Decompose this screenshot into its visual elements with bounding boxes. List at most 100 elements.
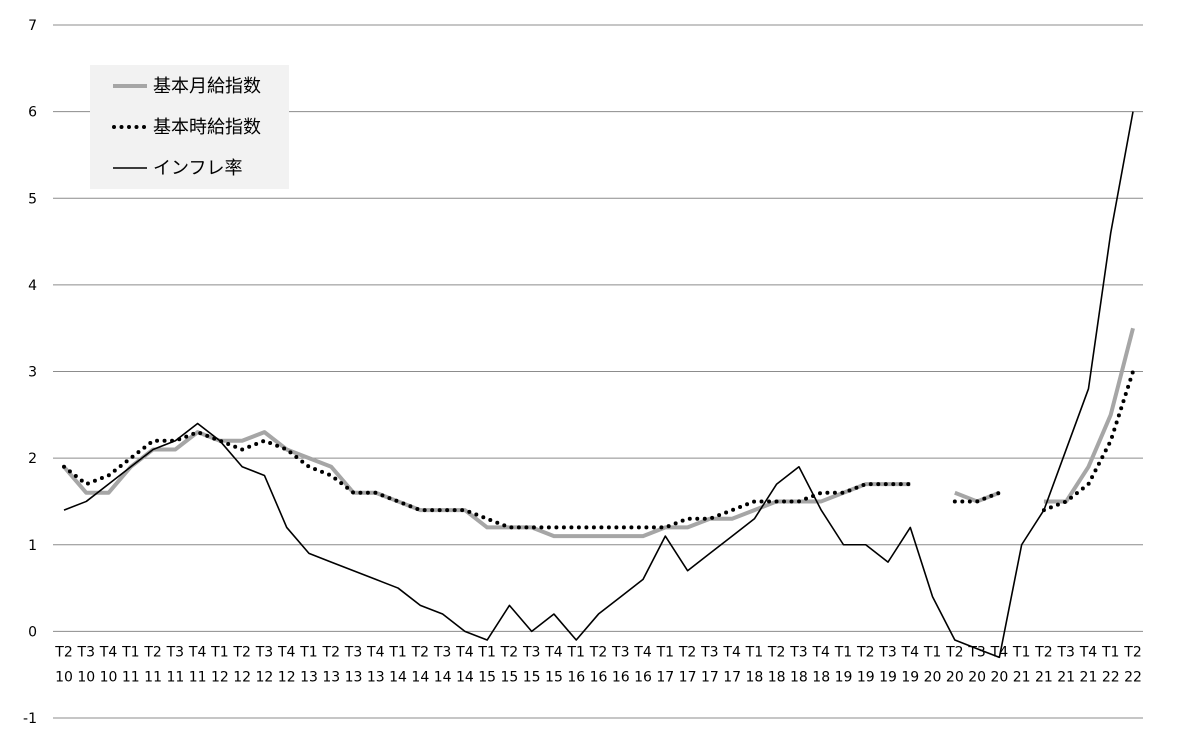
x-tick-label-quarter: T2: [54, 644, 72, 660]
x-tick-label-quarter: T1: [121, 644, 139, 660]
y-tick-label: 5: [28, 191, 37, 207]
x-tick-label-year: 13: [345, 669, 363, 685]
y-axis-tick-labels: -1 0 1 2 3 4 5 6 7: [23, 18, 37, 727]
x-tick-label-quarter: T3: [344, 644, 362, 660]
x-tick-label-quarter: T2: [322, 644, 340, 660]
x-tick-label-year: 15: [545, 669, 563, 685]
y-tick-label: 3: [28, 365, 37, 381]
x-tick-label-quarter: T4: [544, 644, 563, 660]
x-tick-label-year: 21: [1057, 669, 1075, 685]
x-tick-label-quarter: T4: [990, 644, 1009, 660]
x-tick-label-year: 13: [300, 669, 318, 685]
x-tick-label-quarter: T3: [700, 644, 718, 660]
series-line-1: [952, 490, 1002, 504]
x-tick-label-year: 10: [55, 669, 73, 685]
x-tick-label-year: 19: [879, 669, 897, 685]
x-tick-label-year: 17: [723, 669, 741, 685]
x-tick-label-quarter: T1: [1101, 644, 1119, 660]
x-tick-label-quarter: T1: [923, 644, 941, 660]
x-tick-label-quarter: T4: [455, 644, 474, 660]
x-tick-label-year: 12: [211, 669, 229, 685]
x-tick-label-quarter: T3: [77, 644, 95, 660]
x-tick-label-year: 15: [501, 669, 519, 685]
x-tick-label-year: 17: [656, 669, 674, 685]
x-tick-label-year: 20: [990, 669, 1008, 685]
x-tick-label-quarter: T2: [856, 644, 874, 660]
x-tick-label-year: 14: [456, 669, 474, 685]
series-lines: [62, 111, 1135, 659]
x-tick-label-year: 20: [924, 669, 942, 685]
x-tick-label-quarter: T4: [188, 644, 207, 660]
series-line-0: [1043, 327, 1135, 504]
x-tick-label-quarter: T2: [232, 644, 250, 660]
y-tick-label: 2: [28, 451, 37, 467]
legend-label-monthly: 基本月給指数: [153, 76, 261, 97]
x-tick-label-quarter: T2: [678, 644, 696, 660]
x-tick-label-quarter: T1: [566, 644, 584, 660]
y-tick-label: 7: [28, 18, 37, 34]
x-tick-label-quarter: T2: [500, 644, 518, 660]
x-tick-label-year: 19: [835, 669, 853, 685]
x-tick-label-quarter: T4: [277, 644, 296, 660]
x-tick-label-year: 18: [812, 669, 830, 685]
x-tick-label-year: 18: [745, 669, 763, 685]
series-line-0: [62, 430, 911, 539]
y-tick-label: 4: [28, 278, 37, 294]
x-tick-label-quarter: T4: [722, 644, 741, 660]
x-tick-label-year: 11: [189, 669, 207, 685]
x-tick-label-year: 13: [367, 669, 385, 685]
x-tick-label-quarter: T1: [210, 644, 228, 660]
x-tick-label-year: 17: [679, 669, 697, 685]
x-tick-label-quarter: T1: [477, 644, 495, 660]
x-tick-label-year: 21: [1013, 669, 1031, 685]
x-tick-label-quarter: T3: [433, 644, 451, 660]
y-tick-label: 6: [28, 105, 37, 121]
x-tick-label-year: 12: [278, 669, 296, 685]
x-tick-label-quarter: T3: [789, 644, 807, 660]
x-tick-label-year: 13: [322, 669, 340, 685]
legend-label-hourly: 基本時給指数: [153, 117, 261, 138]
x-tick-label-year: 18: [790, 669, 808, 685]
x-tick-label-quarter: T2: [589, 644, 607, 660]
x-tick-label-year: 14: [389, 669, 407, 685]
x-tick-label-year: 22: [1124, 669, 1142, 685]
y-tick-label: 0: [28, 624, 37, 640]
x-tick-label-quarter: T2: [1034, 644, 1052, 660]
series-line-1: [1041, 369, 1135, 513]
x-tick-label-year: 20: [946, 669, 964, 685]
x-tick-label-quarter: T3: [522, 644, 540, 660]
x-tick-label-year: 10: [77, 669, 95, 685]
x-tick-label-quarter: T1: [1012, 644, 1030, 660]
x-tick-label-quarter: T2: [411, 644, 429, 660]
x-tick-label-quarter: T4: [1079, 644, 1098, 660]
x-tick-label-quarter: T1: [656, 644, 674, 660]
x-tick-label-year: 15: [523, 669, 541, 685]
x-tick-label-quarter: T1: [299, 644, 317, 660]
x-tick-label-year: 21: [1035, 669, 1053, 685]
x-tick-label-quarter: T3: [611, 644, 629, 660]
x-tick-label-quarter: T4: [811, 644, 830, 660]
x-tick-label-year: 21: [1080, 669, 1098, 685]
x-tick-label-year: 17: [701, 669, 719, 685]
x-tick-label-quarter: T3: [967, 644, 985, 660]
x-tick-label-quarter: T2: [767, 644, 785, 660]
x-tick-label-quarter: T3: [166, 644, 184, 660]
x-tick-label-year: 10: [100, 669, 118, 685]
x-tick-label-quarter: T1: [388, 644, 406, 660]
x-tick-label-year: 22: [1102, 669, 1120, 685]
x-tick-label-year: 19: [857, 669, 875, 685]
x-tick-label-year: 18: [768, 669, 786, 685]
x-tick-label-year: 16: [590, 669, 608, 685]
x-tick-label-quarter: T4: [633, 644, 652, 660]
x-tick-label-year: 20: [968, 669, 986, 685]
x-tick-label-quarter: T4: [901, 644, 920, 660]
x-tick-label-year: 19: [901, 669, 919, 685]
x-tick-label-quarter: T3: [255, 644, 273, 660]
x-tick-label-year: 12: [233, 669, 251, 685]
x-tick-label-year: 15: [478, 669, 496, 685]
x-tick-label-year: 14: [411, 669, 429, 685]
x-tick-label-year: 14: [434, 669, 452, 685]
x-tick-label-quarter: T4: [366, 644, 385, 660]
x-tick-label-quarter: T2: [945, 644, 963, 660]
